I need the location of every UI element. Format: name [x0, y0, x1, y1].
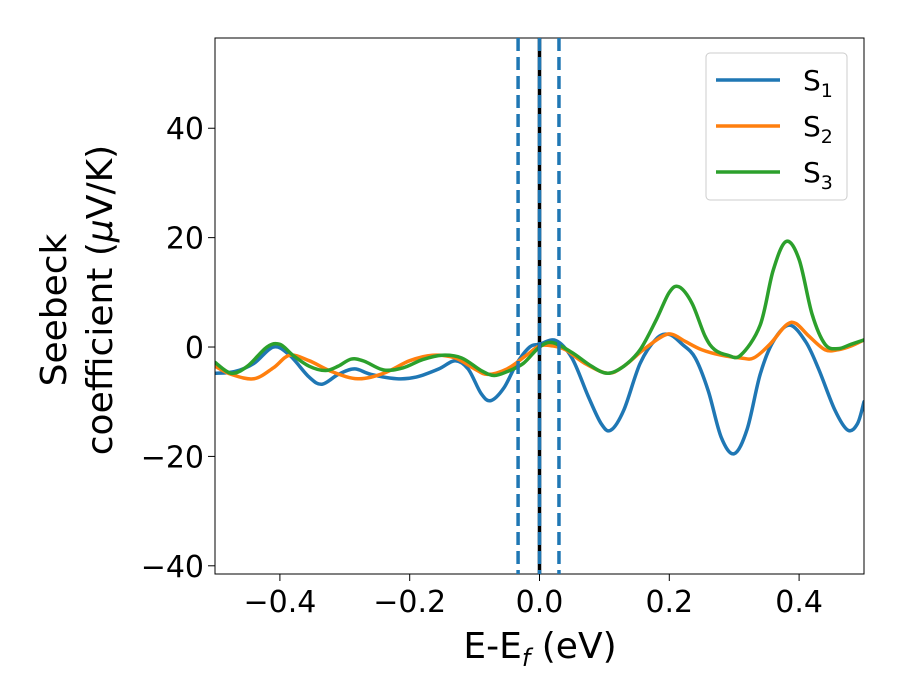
y-tick-label: 0 [185, 331, 204, 366]
series-line-s3 [215, 239, 864, 378]
x-tick-label: 0.2 [645, 585, 693, 620]
y-axis-label-line1: Seebeck [34, 233, 75, 386]
y-tick-label: 20 [166, 222, 204, 257]
y-tick-label: 40 [166, 112, 204, 147]
legend-label-s1: S1 [803, 64, 833, 102]
series-line-s1 [215, 323, 864, 456]
x-tick-label: 0.4 [775, 585, 823, 620]
x-tick-label: −0.2 [373, 585, 446, 620]
y-axis-ticks: −40 −20 0 20 40 [141, 112, 215, 585]
y-axis-label-line2: coefficient (μV/K) [80, 145, 121, 455]
y-axis-label-unit: V/K) [80, 145, 121, 219]
reference-lines [516, 38, 561, 574]
legend: S1 S2 S3 [705, 52, 848, 201]
y-tick-label: −20 [141, 440, 204, 475]
x-tick-label: −0.4 [243, 585, 316, 620]
x-tick-label: 0.0 [516, 585, 564, 620]
plot-area [215, 239, 864, 456]
y-tick-label: −40 [141, 550, 204, 585]
x-axis-ticks: −0.4 −0.2 0.0 0.2 0.4 [243, 574, 823, 620]
x-axis-label-main: E-E [463, 626, 521, 667]
legend-label-s2: S2 [803, 110, 833, 148]
x-axis-label: E-Ef (eV) [463, 626, 616, 672]
y-axis-label-mu: μ [80, 219, 121, 243]
x-axis-label-unit: (eV) [530, 626, 616, 667]
legend-label-s3: S3 [803, 156, 833, 194]
y-axis-label-text: coefficient ( [80, 242, 121, 455]
